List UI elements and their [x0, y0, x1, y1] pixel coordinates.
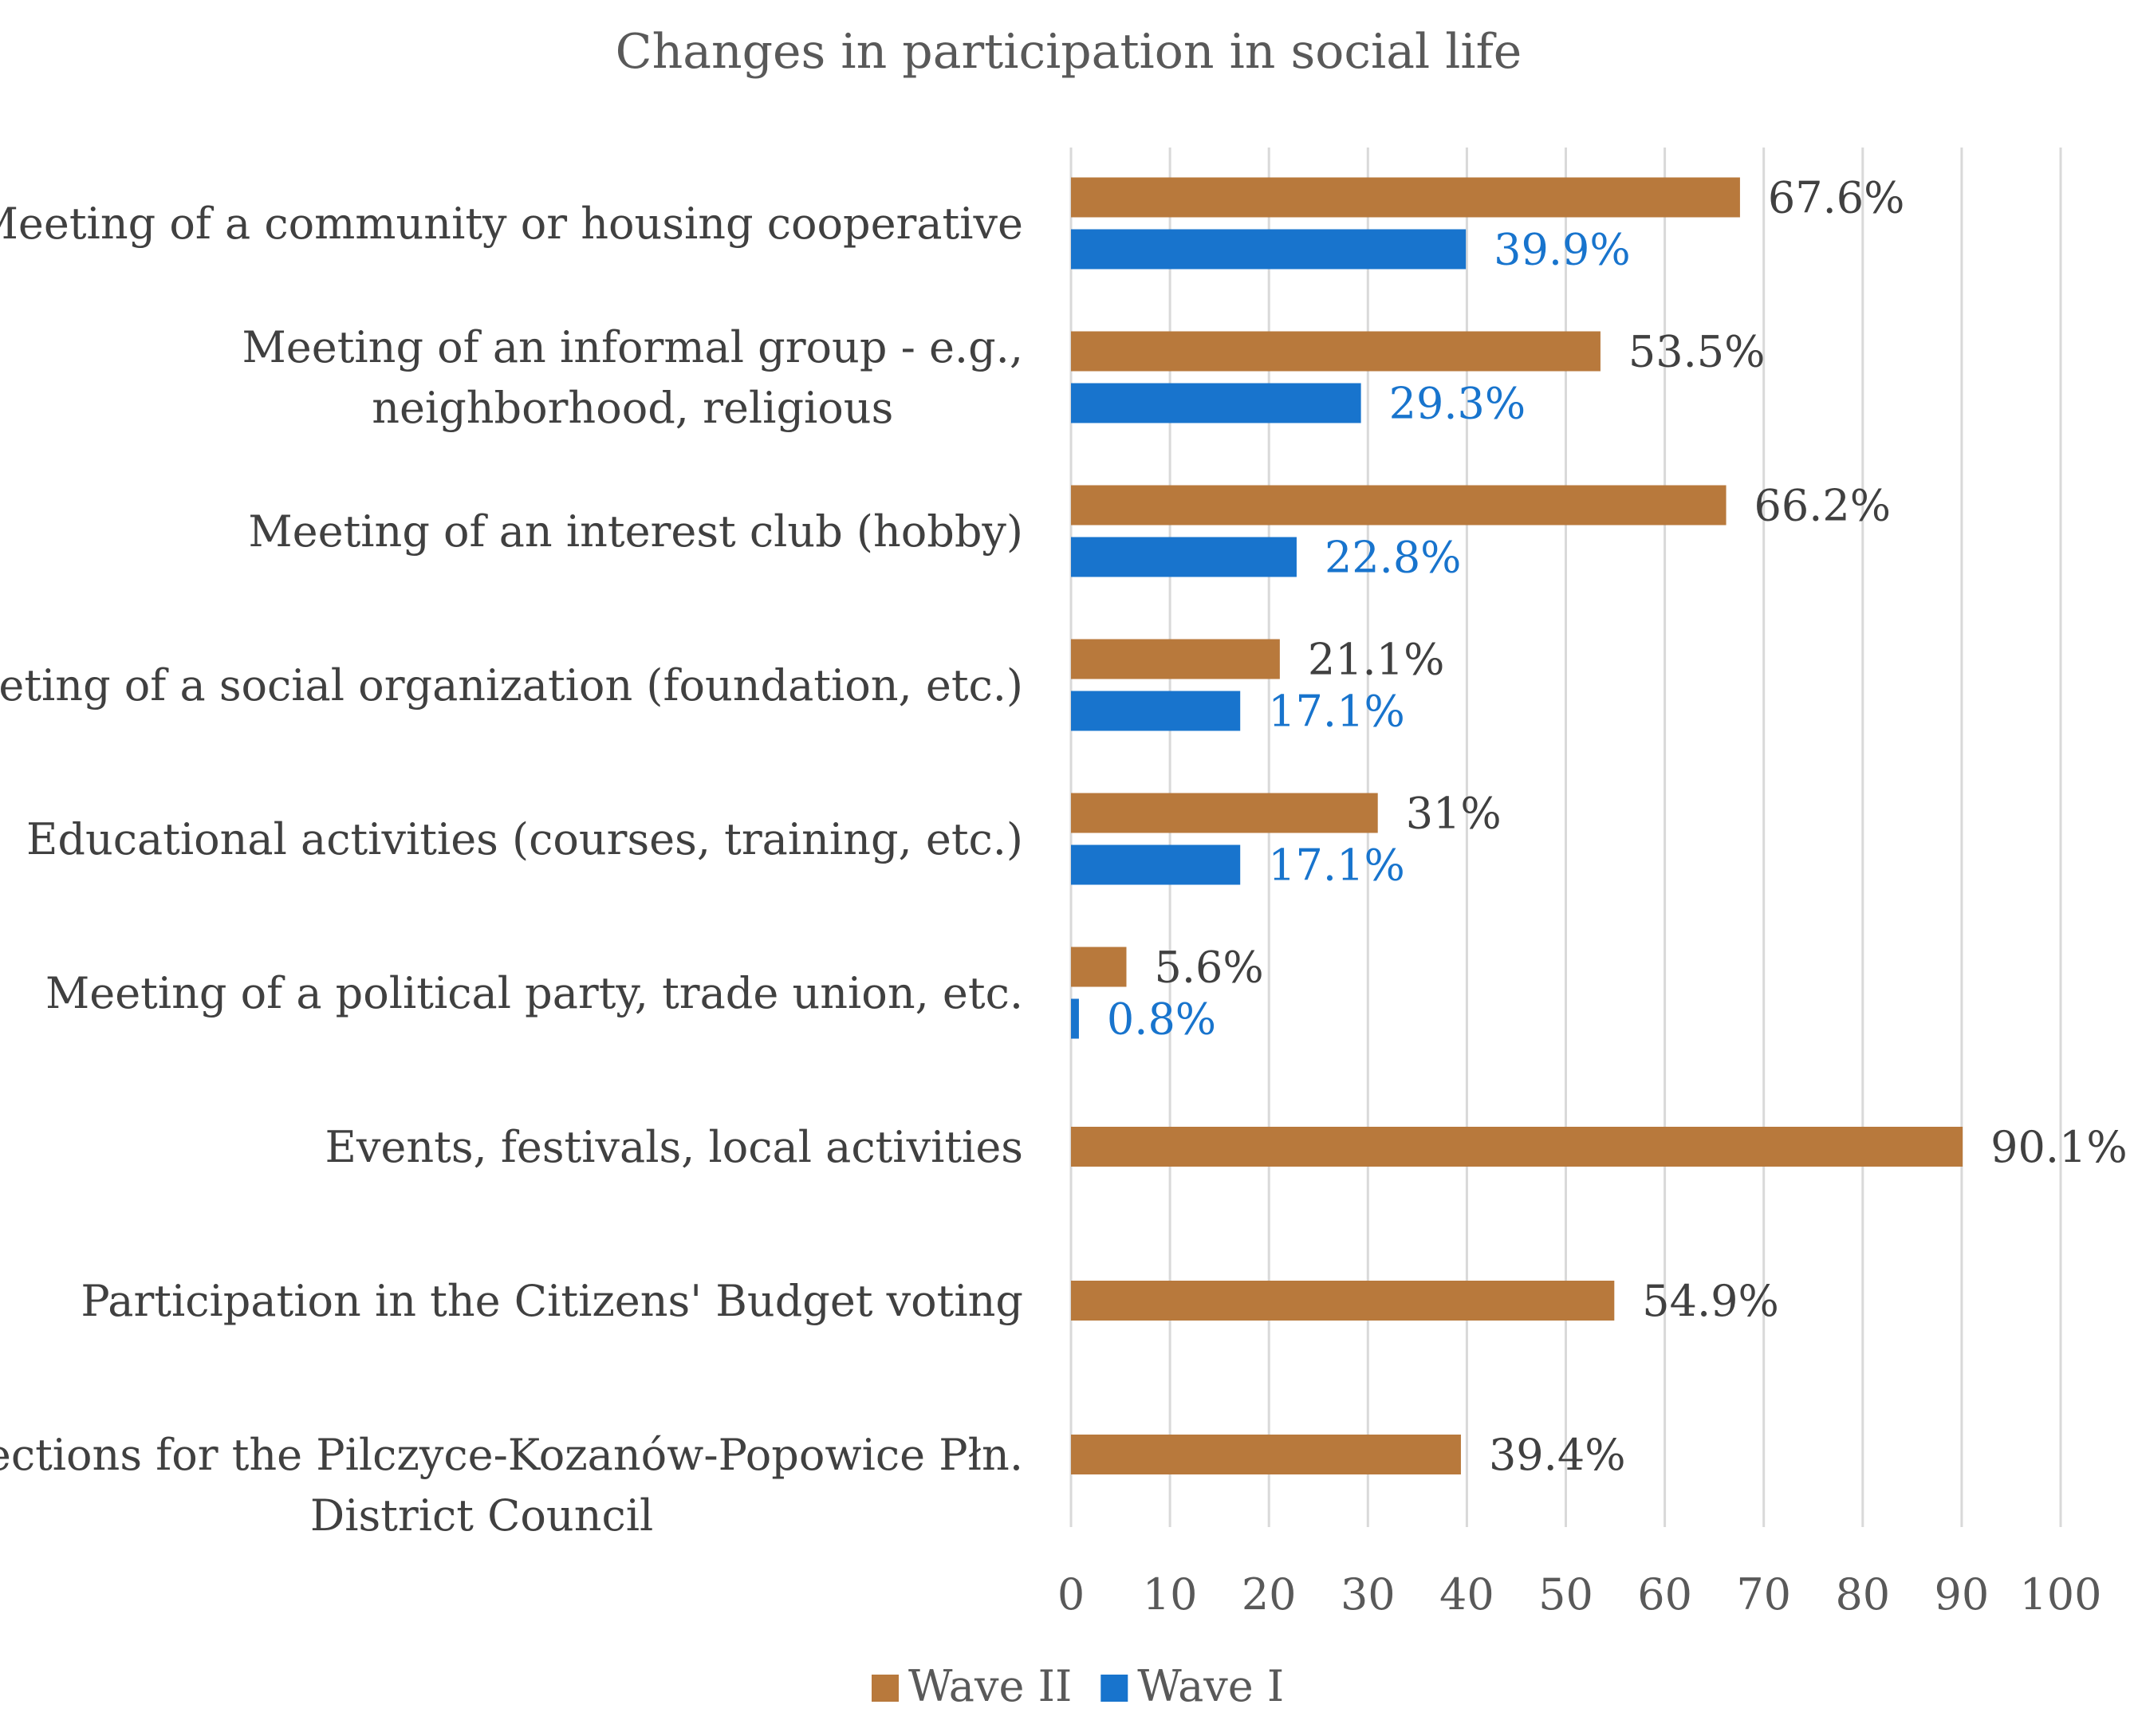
- data-label: 5.6%: [1154, 943, 1263, 993]
- bar-wave-ii: [1071, 947, 1127, 987]
- category-label: Participation in the Citizens' Budget vo…: [81, 1276, 1023, 1326]
- data-labels: 67.6%39.9%53.5%29.3%66.2%22.8%21.1%17.1%…: [1107, 173, 2128, 1481]
- x-tick-label: 0: [1057, 1569, 1085, 1620]
- data-label: 22.8%: [1325, 533, 1462, 583]
- data-label: 66.2%: [1754, 481, 1892, 531]
- category-label: District Council: [310, 1490, 653, 1541]
- bar-wave-ii: [1071, 485, 1727, 526]
- x-axis-ticks: 0 10 20 30 40 50 60 70 80 90 100: [1057, 1569, 2102, 1620]
- bar-wave-i: [1071, 537, 1297, 577]
- bar-wave-i: [1071, 691, 1241, 731]
- bar-wave-ii: [1071, 1127, 1963, 1167]
- bar-wave-i: [1071, 229, 1467, 270]
- category-label: Meeting of an informal group - e.g.,: [242, 322, 1023, 372]
- x-tick-label: 30: [1341, 1569, 1396, 1620]
- data-label: 21.1%: [1308, 635, 1445, 685]
- category-labels: Meeting of a community or housing cooper…: [0, 199, 1023, 1541]
- data-label: 39.9%: [1494, 225, 1631, 275]
- data-label: 54.9%: [1642, 1276, 1779, 1326]
- category-label: Events, festivals, local activities: [325, 1122, 1023, 1172]
- bar-wave-ii: [1071, 639, 1280, 679]
- gridlines: [1069, 148, 2062, 1527]
- x-tick-label: 70: [1736, 1569, 1791, 1620]
- legend: Wave II Wave I: [872, 1661, 1284, 1711]
- data-label: 67.6%: [1768, 173, 1905, 223]
- category-label: Meeting of an interest club (hobby): [248, 506, 1023, 557]
- x-tick-label: 10: [1143, 1569, 1198, 1620]
- data-label: 29.3%: [1389, 379, 1526, 429]
- category-label: Elections for the Pilczyce-Kozanów-Popow…: [0, 1430, 1023, 1480]
- bar-wave-ii: [1071, 1435, 1461, 1474]
- data-label: 31%: [1406, 789, 1502, 839]
- data-label: 39.4%: [1489, 1430, 1626, 1480]
- category-label: Meeting of a political party, trade unio…: [45, 968, 1023, 1018]
- bar-wave-i: [1071, 844, 1241, 885]
- x-tick-label: 100: [2019, 1569, 2101, 1620]
- bar-wave-ii: [1071, 177, 1740, 218]
- legend-swatch-wave-ii: [872, 1675, 899, 1702]
- bar-wave-i: [1071, 383, 1361, 423]
- data-label: 53.5%: [1628, 327, 1766, 377]
- bar-wave-ii: [1071, 1281, 1615, 1321]
- x-tick-label: 40: [1439, 1569, 1494, 1620]
- data-label: 17.1%: [1268, 840, 1405, 891]
- legend-swatch-wave-i: [1100, 1675, 1128, 1702]
- legend-label: Wave II: [908, 1661, 1072, 1711]
- bar-wave-i: [1071, 998, 1079, 1039]
- x-tick-label: 90: [1935, 1569, 1990, 1620]
- category-label: neighborhood, religious: [372, 383, 893, 433]
- x-tick-label: 60: [1637, 1569, 1692, 1620]
- chart-title: Changes in participation in social life: [616, 24, 1522, 80]
- category-label: Meeting of a social organization (founda…: [0, 660, 1023, 711]
- data-label: 0.8%: [1107, 994, 1216, 1045]
- bars: [1071, 177, 1963, 1474]
- bar-wave-ii: [1071, 793, 1378, 833]
- data-label: 90.1%: [1990, 1122, 2128, 1172]
- x-tick-label: 20: [1242, 1569, 1297, 1620]
- x-tick-label: 80: [1835, 1569, 1890, 1620]
- bar-wave-ii: [1071, 331, 1601, 372]
- data-label: 17.1%: [1268, 687, 1405, 737]
- x-tick-label: 50: [1538, 1569, 1593, 1620]
- legend-label: Wave I: [1137, 1661, 1284, 1711]
- category-label: Educational activities (courses, trainin…: [26, 814, 1023, 864]
- category-label: Meeting of a community or housing cooper…: [0, 199, 1023, 249]
